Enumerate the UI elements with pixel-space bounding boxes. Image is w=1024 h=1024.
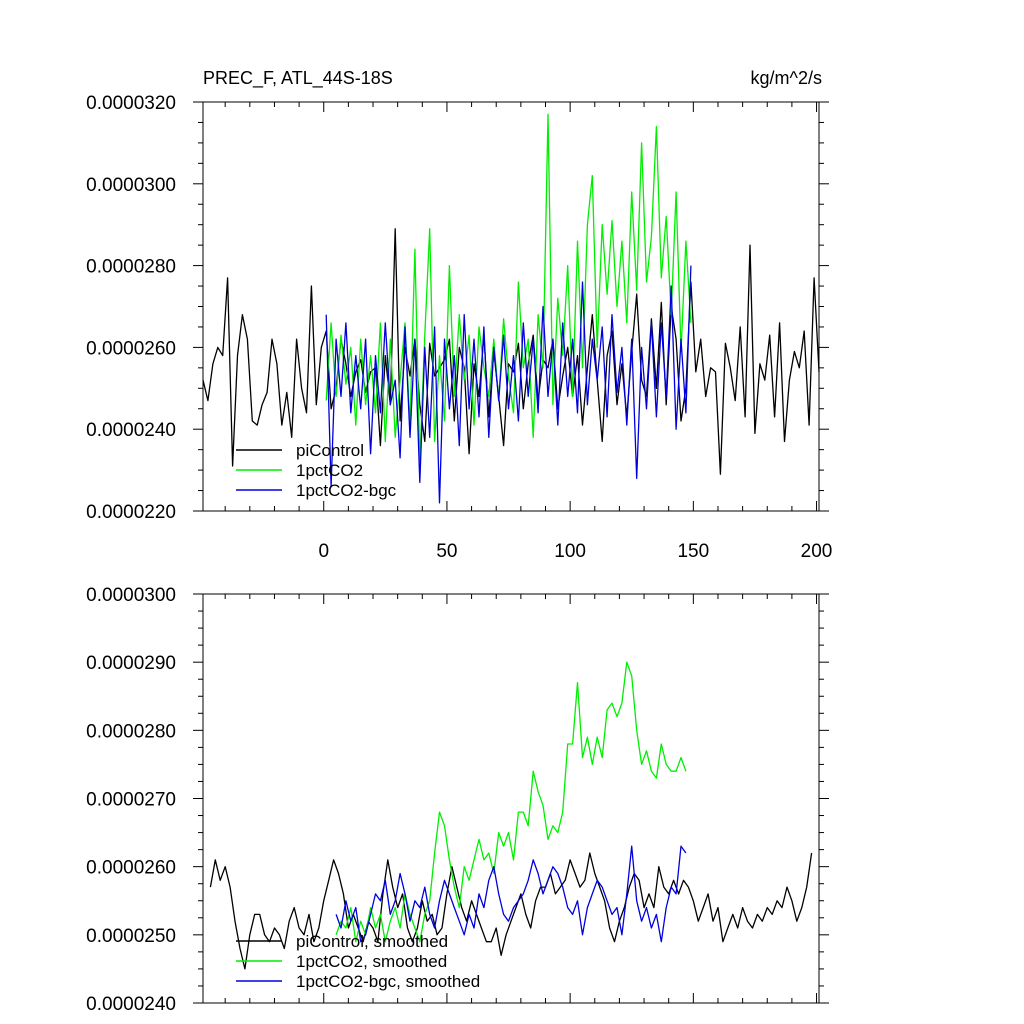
x-tick-label: 50: [436, 541, 457, 562]
y-tick-label: 0.0000300: [86, 585, 176, 606]
chart-panel-2: 0.0000240 0.0000250 0.0000260 0.0000270 0.00…: [86, 585, 829, 1015]
series-line-3: [335, 845, 687, 943]
x-tick-label: 100: [554, 541, 586, 562]
units-label: kg/m^2/s: [751, 68, 822, 88]
legend-label-3: 1pctCO2-bgc, smoothed: [296, 972, 480, 991]
y-tick-label: 0.0000290: [86, 653, 176, 674]
x-tick-label: 200: [801, 541, 833, 562]
legend-label-2: 1pctCO2: [296, 461, 363, 480]
x-tick-label: 0: [318, 541, 329, 562]
y-tick-label: 0.0000260: [86, 338, 176, 359]
chart-title: PREC_F, ATL_44S-18S: [203, 68, 393, 89]
y-tick-label: 0.0000320: [86, 93, 176, 114]
y-tick-label: 0.0000280: [86, 721, 176, 742]
y-tick-label: 0.0000250: [86, 926, 176, 947]
legend-label-3: 1pctCO2-bgc: [296, 481, 397, 500]
legend-label-1: piControl: [296, 441, 364, 460]
legend-label-2: 1pctCO2, smoothed: [296, 952, 447, 971]
chart-panel-1: 0 50 100 150 200 0.0000220 0.0000240 0.0000260 0…: [86, 68, 832, 562]
y-tick-label: 0.0000280: [86, 257, 176, 278]
series-line-2: [325, 113, 692, 463]
y-tick-label: 0.0000270: [86, 790, 176, 811]
series-line-3: [325, 265, 692, 504]
series-line-1: [202, 228, 820, 475]
series-line-1: [209, 852, 813, 970]
x-tick-label: 150: [677, 541, 709, 562]
series-line-2: [335, 661, 687, 943]
y-tick-label: 0.0000220: [86, 502, 176, 523]
legend-label-1: piControl, smoothed: [296, 932, 448, 951]
y-tick-label: 0.0000240: [86, 994, 176, 1015]
y-tick-label: 0.0000240: [86, 420, 176, 441]
y-tick-label: 0.0000260: [86, 858, 176, 879]
y-tick-label: 0.0000300: [86, 175, 176, 196]
